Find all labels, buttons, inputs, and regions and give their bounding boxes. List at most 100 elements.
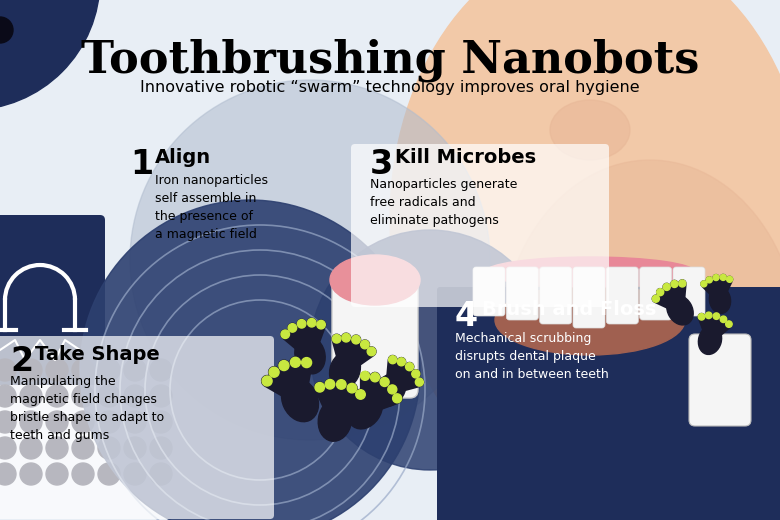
Circle shape: [20, 385, 42, 407]
FancyBboxPatch shape: [606, 267, 638, 324]
Circle shape: [150, 463, 172, 485]
Circle shape: [705, 312, 712, 319]
Circle shape: [367, 347, 376, 356]
FancyBboxPatch shape: [351, 144, 609, 307]
Circle shape: [663, 283, 670, 291]
Circle shape: [72, 359, 94, 381]
Circle shape: [679, 280, 686, 287]
Circle shape: [388, 385, 397, 394]
Circle shape: [406, 363, 413, 371]
Ellipse shape: [282, 379, 318, 422]
Circle shape: [297, 320, 306, 328]
Circle shape: [0, 437, 16, 459]
FancyBboxPatch shape: [332, 272, 418, 398]
Circle shape: [342, 333, 350, 342]
Ellipse shape: [330, 352, 360, 388]
Circle shape: [262, 376, 272, 386]
Text: Align: Align: [155, 148, 211, 167]
Circle shape: [315, 383, 324, 392]
Circle shape: [124, 411, 146, 433]
Circle shape: [20, 437, 42, 459]
Circle shape: [392, 394, 402, 403]
Circle shape: [332, 334, 341, 343]
Circle shape: [0, 359, 16, 381]
Circle shape: [307, 318, 316, 327]
Circle shape: [0, 463, 16, 485]
FancyBboxPatch shape: [473, 267, 505, 316]
Circle shape: [397, 358, 406, 366]
Circle shape: [20, 411, 42, 433]
Circle shape: [98, 437, 120, 459]
Ellipse shape: [495, 285, 685, 355]
Circle shape: [356, 389, 365, 399]
Circle shape: [288, 323, 296, 332]
Circle shape: [698, 314, 705, 320]
Circle shape: [347, 383, 356, 393]
Circle shape: [671, 280, 678, 288]
Text: Take Shape: Take Shape: [35, 345, 160, 364]
Circle shape: [269, 367, 279, 377]
Text: Brush and Floss: Brush and Floss: [482, 300, 657, 319]
FancyBboxPatch shape: [640, 267, 672, 320]
Text: Mechanical scrubbing
disrupts dental plaque
on and in between teeth: Mechanical scrubbing disrupts dental pla…: [455, 332, 608, 381]
Circle shape: [290, 357, 300, 367]
Circle shape: [657, 289, 664, 296]
Circle shape: [72, 411, 94, 433]
Circle shape: [46, 437, 68, 459]
Circle shape: [46, 463, 68, 485]
Circle shape: [707, 277, 712, 283]
Text: Kill Microbes: Kill Microbes: [395, 148, 536, 167]
Text: Innovative robotic “swarm” technology improves oral hygiene: Innovative robotic “swarm” technology im…: [140, 80, 640, 95]
Ellipse shape: [318, 399, 352, 441]
Ellipse shape: [295, 336, 325, 374]
Circle shape: [98, 411, 120, 433]
Text: 3: 3: [370, 148, 393, 181]
Circle shape: [46, 359, 68, 381]
Circle shape: [0, 385, 16, 407]
Circle shape: [124, 385, 146, 407]
Ellipse shape: [330, 255, 420, 305]
FancyBboxPatch shape: [540, 267, 572, 324]
Circle shape: [46, 411, 68, 433]
Circle shape: [720, 275, 726, 280]
FancyBboxPatch shape: [0, 215, 105, 385]
Circle shape: [388, 356, 397, 363]
Circle shape: [281, 330, 289, 339]
Circle shape: [98, 463, 120, 485]
Text: Nanoparticles generate
free radicals and
eliminate pathogens: Nanoparticles generate free radicals and…: [370, 178, 517, 227]
Circle shape: [0, 0, 100, 110]
Ellipse shape: [550, 100, 630, 160]
Circle shape: [150, 359, 172, 381]
Circle shape: [98, 359, 120, 381]
Circle shape: [130, 80, 490, 440]
Ellipse shape: [485, 257, 695, 287]
FancyBboxPatch shape: [0, 336, 274, 519]
Circle shape: [150, 437, 172, 459]
Circle shape: [72, 463, 94, 485]
FancyBboxPatch shape: [437, 287, 780, 520]
Circle shape: [124, 437, 146, 459]
Text: Manipulating the
magnetic field changes
bristle shape to adapt to
teeth and gums: Manipulating the magnetic field changes …: [10, 375, 164, 442]
Circle shape: [98, 385, 120, 407]
Circle shape: [124, 463, 146, 485]
Text: Iron nanoparticles
self assemble in
the presence of
a magnetic field: Iron nanoparticles self assemble in the …: [155, 174, 268, 241]
Circle shape: [72, 385, 94, 407]
Circle shape: [80, 200, 420, 520]
Circle shape: [370, 373, 380, 382]
Circle shape: [150, 411, 172, 433]
Circle shape: [0, 17, 13, 43]
Circle shape: [20, 463, 42, 485]
Circle shape: [0, 411, 16, 433]
Ellipse shape: [500, 160, 780, 520]
FancyBboxPatch shape: [673, 267, 705, 316]
Circle shape: [720, 316, 727, 322]
Circle shape: [416, 378, 424, 386]
Text: Toothbrushing Nanobots: Toothbrushing Nanobots: [81, 38, 699, 82]
FancyBboxPatch shape: [689, 334, 751, 426]
Circle shape: [652, 295, 659, 302]
Circle shape: [360, 371, 370, 380]
Circle shape: [380, 378, 389, 386]
Circle shape: [713, 275, 719, 281]
Circle shape: [727, 276, 732, 282]
Ellipse shape: [490, 265, 690, 355]
